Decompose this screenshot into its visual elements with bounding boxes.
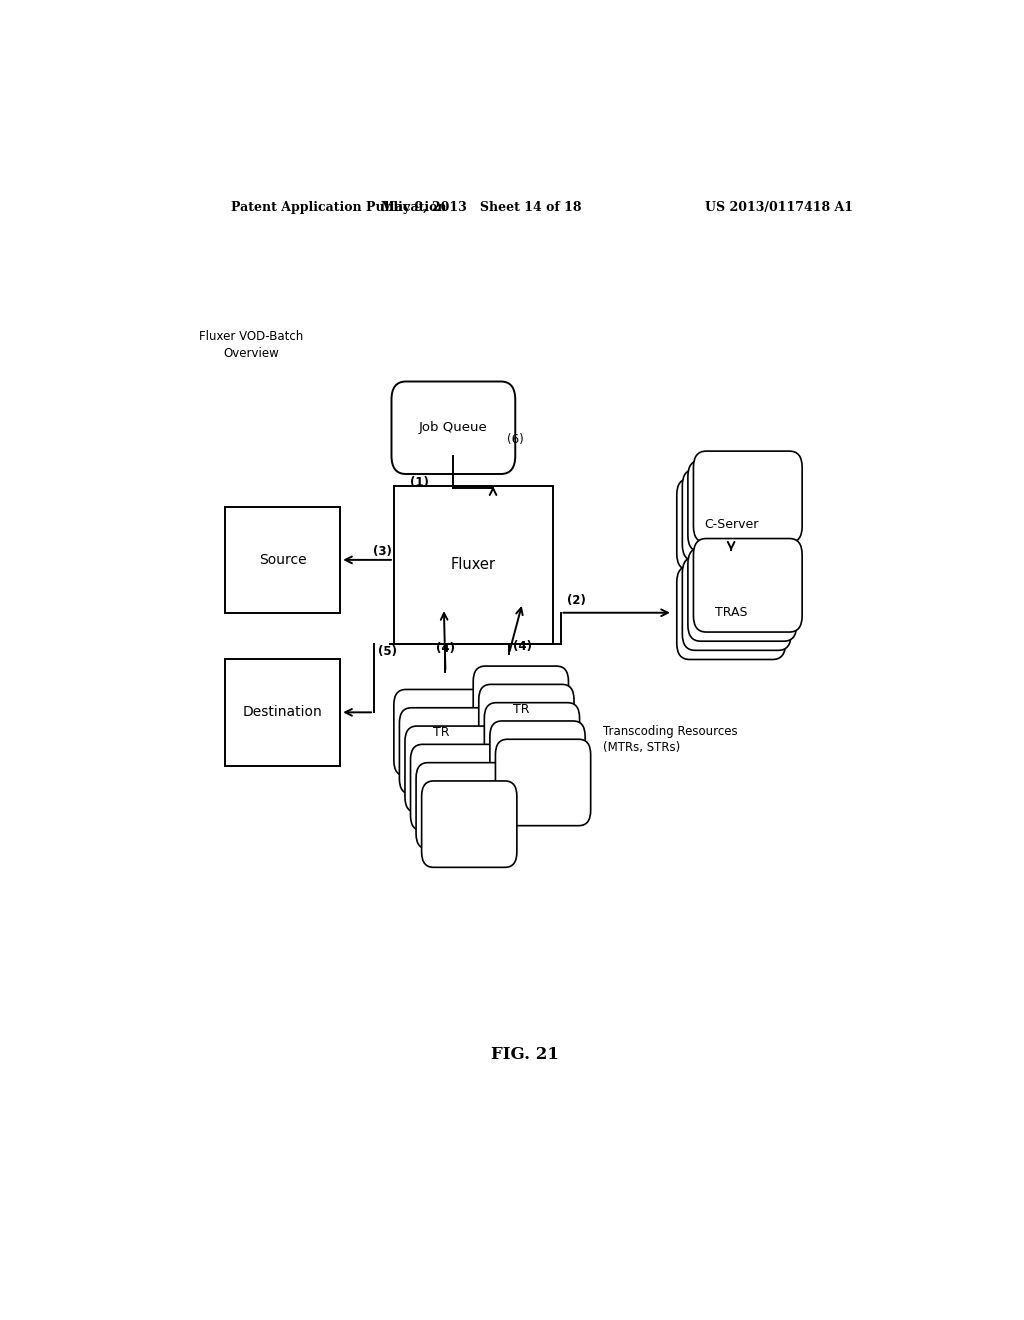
Text: Job Queue: Job Queue xyxy=(419,421,487,434)
Text: (6): (6) xyxy=(507,433,524,446)
FancyBboxPatch shape xyxy=(391,381,515,474)
Bar xyxy=(225,659,340,766)
Text: US 2013/0117418 A1: US 2013/0117418 A1 xyxy=(705,201,853,214)
Text: Destination: Destination xyxy=(243,705,323,719)
FancyBboxPatch shape xyxy=(484,702,580,789)
FancyBboxPatch shape xyxy=(688,461,797,552)
Text: Patent Application Publication: Patent Application Publication xyxy=(231,201,446,214)
Text: Fluxer: Fluxer xyxy=(451,557,496,573)
Text: May 9, 2013   Sheet 14 of 18: May 9, 2013 Sheet 14 of 18 xyxy=(381,201,582,214)
FancyBboxPatch shape xyxy=(411,744,506,830)
FancyBboxPatch shape xyxy=(394,689,489,776)
FancyBboxPatch shape xyxy=(422,781,517,867)
Text: (4): (4) xyxy=(513,640,531,653)
Bar xyxy=(225,507,340,614)
FancyBboxPatch shape xyxy=(416,763,511,849)
Text: (4): (4) xyxy=(436,643,455,655)
Text: (3): (3) xyxy=(374,545,392,558)
FancyBboxPatch shape xyxy=(688,548,797,642)
FancyBboxPatch shape xyxy=(399,708,495,795)
FancyBboxPatch shape xyxy=(473,667,568,752)
FancyBboxPatch shape xyxy=(496,739,591,826)
Text: Overview: Overview xyxy=(223,347,279,360)
Text: Source: Source xyxy=(259,553,306,566)
FancyBboxPatch shape xyxy=(693,451,802,543)
FancyBboxPatch shape xyxy=(404,726,500,812)
Text: FIG. 21: FIG. 21 xyxy=(490,1047,559,1064)
FancyBboxPatch shape xyxy=(693,539,802,632)
FancyBboxPatch shape xyxy=(682,470,792,561)
Text: (5): (5) xyxy=(378,645,397,659)
Text: Fluxer VOD-Batch: Fluxer VOD-Batch xyxy=(199,330,303,343)
Text: TRAS: TRAS xyxy=(715,606,748,619)
FancyBboxPatch shape xyxy=(489,721,585,808)
FancyBboxPatch shape xyxy=(479,684,574,771)
Text: TR: TR xyxy=(513,702,529,715)
Text: (1): (1) xyxy=(410,475,429,488)
Text: TR: TR xyxy=(433,726,450,739)
FancyBboxPatch shape xyxy=(682,557,792,651)
Text: (2): (2) xyxy=(567,594,586,607)
FancyBboxPatch shape xyxy=(677,566,785,660)
FancyBboxPatch shape xyxy=(677,479,785,570)
Text: C-Server: C-Server xyxy=(703,517,759,531)
Text: (MTRs, STRs): (MTRs, STRs) xyxy=(602,742,680,755)
Text: Transcoding Resources: Transcoding Resources xyxy=(602,725,737,738)
Bar xyxy=(394,486,553,644)
